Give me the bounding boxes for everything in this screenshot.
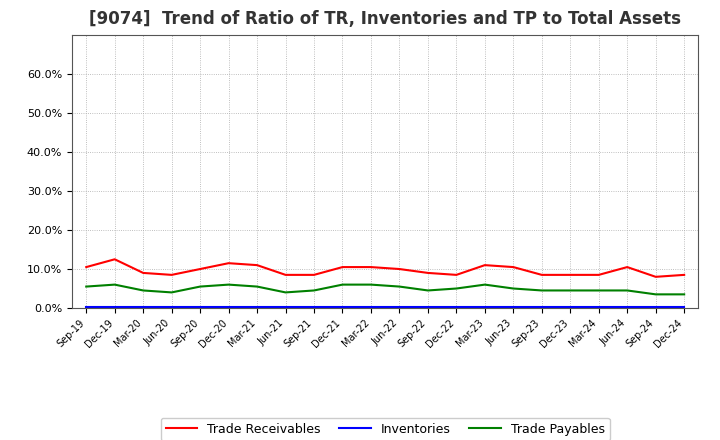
Trade Receivables [225, 260, 233, 266]
Trade Payables [366, 282, 375, 287]
Inventories [537, 304, 546, 309]
Trade Receivables [652, 274, 660, 279]
Trade Payables [652, 292, 660, 297]
Trade Payables [196, 284, 204, 289]
Inventories [225, 304, 233, 309]
Trade Payables [310, 288, 318, 293]
Inventories [680, 304, 688, 309]
Inventories [366, 304, 375, 309]
Inventories [595, 304, 603, 309]
Inventories [167, 304, 176, 309]
Trade Receivables [338, 264, 347, 270]
Trade Payables [452, 286, 461, 291]
Trade Receivables [452, 272, 461, 278]
Inventories [395, 304, 404, 309]
Trade Receivables [366, 264, 375, 270]
Inventories [566, 304, 575, 309]
Inventories [623, 304, 631, 309]
Line: Trade Payables: Trade Payables [86, 285, 684, 294]
Trade Payables [395, 284, 404, 289]
Trade Payables [110, 282, 119, 287]
Inventories [423, 304, 432, 309]
Trade Receivables [282, 272, 290, 278]
Trade Payables [480, 282, 489, 287]
Trade Receivables [595, 272, 603, 278]
Inventories [652, 304, 660, 309]
Trade Payables [509, 286, 518, 291]
Inventories [310, 304, 318, 309]
Trade Receivables [480, 263, 489, 268]
Trade Payables [537, 288, 546, 293]
Trade Receivables [196, 266, 204, 271]
Trade Payables [680, 292, 688, 297]
Trade Receivables [566, 272, 575, 278]
Trade Receivables [253, 263, 261, 268]
Inventories [480, 304, 489, 309]
Trade Payables [423, 288, 432, 293]
Trade Receivables [310, 272, 318, 278]
Trade Payables [338, 282, 347, 287]
Trade Receivables [509, 264, 518, 270]
Trade Receivables [423, 270, 432, 275]
Legend: Trade Receivables, Inventories, Trade Payables: Trade Receivables, Inventories, Trade Pa… [161, 418, 610, 440]
Line: Trade Receivables: Trade Receivables [86, 259, 684, 277]
Inventories [509, 304, 518, 309]
Trade Payables [566, 288, 575, 293]
Inventories [253, 304, 261, 309]
Trade Payables [282, 290, 290, 295]
Inventories [139, 304, 148, 309]
Inventories [282, 304, 290, 309]
Trade Receivables [82, 264, 91, 270]
Inventories [82, 304, 91, 309]
Trade Receivables [167, 272, 176, 278]
Trade Payables [82, 284, 91, 289]
Trade Payables [225, 282, 233, 287]
Trade Payables [253, 284, 261, 289]
Trade Receivables [680, 272, 688, 278]
Trade Receivables [623, 264, 631, 270]
Trade Payables [167, 290, 176, 295]
Trade Payables [595, 288, 603, 293]
Title: [9074]  Trend of Ratio of TR, Inventories and TP to Total Assets: [9074] Trend of Ratio of TR, Inventories… [89, 10, 681, 28]
Inventories [196, 304, 204, 309]
Inventories [338, 304, 347, 309]
Trade Receivables [395, 266, 404, 271]
Trade Payables [139, 288, 148, 293]
Inventories [110, 304, 119, 309]
Trade Receivables [110, 257, 119, 262]
Inventories [452, 304, 461, 309]
Trade Receivables [537, 272, 546, 278]
Trade Payables [623, 288, 631, 293]
Trade Receivables [139, 270, 148, 275]
